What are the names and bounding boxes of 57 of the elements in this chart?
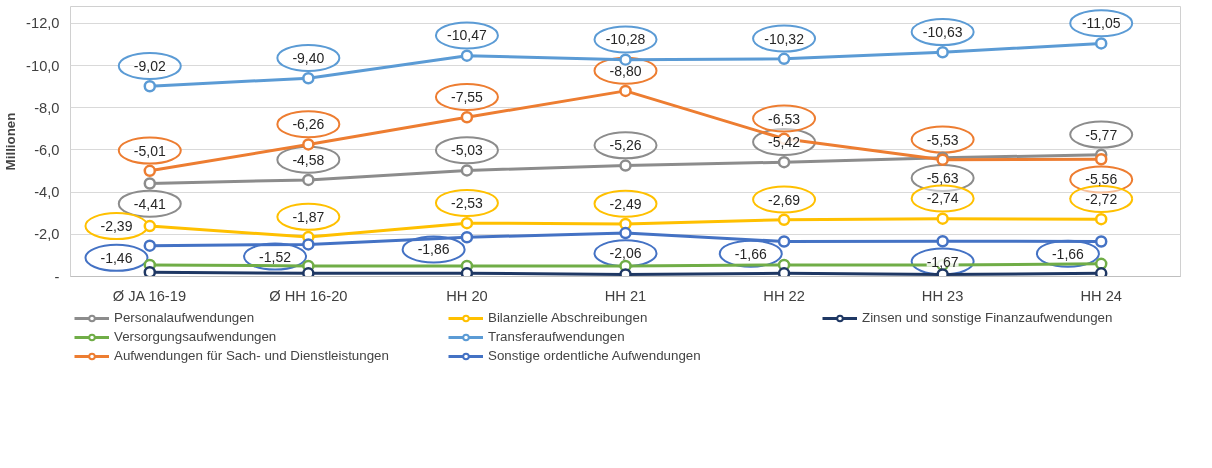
x-tick-label: HH 24: [1080, 287, 1122, 304]
data-label: -2,53: [450, 194, 484, 211]
data-label: -5,56: [1085, 171, 1118, 188]
data-label: -2,06: [609, 245, 642, 262]
y-tick-label: -: [54, 268, 60, 285]
data-label: -10,32: [764, 30, 805, 47]
legend-label: Personalaufwendungen: [114, 310, 256, 325]
data-label: -1,86: [417, 241, 450, 258]
data-label: -2,74: [926, 190, 959, 207]
data-label: -5,26: [609, 137, 642, 154]
y-tick-label: -12,0: [26, 15, 60, 32]
data-label: -5,01: [133, 142, 166, 159]
y-tick-label: -10,0: [26, 57, 60, 74]
data-label: -4,58: [292, 151, 325, 168]
y-tick-label: -4,0: [34, 184, 60, 201]
legend-label: Sonstige ordentliche Aufwendungen: [488, 348, 702, 363]
data-label: -8,80: [609, 62, 642, 79]
data-label: -5,63: [926, 169, 959, 186]
data-label: -1,46: [100, 249, 133, 266]
data-label: -7,55: [450, 88, 484, 105]
data-label: -5,53: [926, 131, 959, 148]
data-label: -2,39: [100, 218, 133, 235]
data-label: -1,66: [734, 245, 767, 262]
legend-label: Transferaufwendungen: [488, 329, 626, 344]
data-label: -6,26: [292, 116, 325, 133]
y-axis-title: Millionen: [3, 112, 19, 171]
data-label: -5,77: [1085, 126, 1118, 143]
data-label: -6,53: [768, 110, 801, 127]
x-tick-label: HH 21: [604, 287, 647, 304]
data-label: -9,40: [292, 49, 325, 66]
data-label: -11,05: [1081, 15, 1121, 32]
x-tick-label: HH 20: [446, 287, 488, 304]
data-label: -10,47: [447, 27, 487, 44]
legend-label: Bilanzielle Abschreibungen: [488, 310, 649, 325]
data-label: -4,41: [133, 195, 166, 212]
data-label: -5,42: [768, 133, 801, 150]
x-tick-label: Ø HH 16-20: [269, 287, 348, 304]
data-label: -2,49: [609, 195, 642, 212]
legend-label: Zinsen und sonstige Finanzaufwendungen: [862, 310, 1114, 325]
data-label: -10,63: [922, 24, 963, 41]
y-tick-label: -2,0: [34, 226, 60, 243]
data-label: -2,69: [768, 191, 801, 208]
data-label: -2,72: [1085, 190, 1118, 207]
x-tick-label: HH 22: [763, 287, 805, 304]
data-label: -9,02: [133, 57, 166, 74]
data-label: -5,03: [450, 142, 484, 159]
y-tick-label: -6,0: [34, 141, 60, 158]
y-tick-label: -8,0: [34, 99, 60, 116]
data-label: -1,52: [259, 248, 292, 265]
x-tick-label: Ø JA 16-19: [112, 287, 187, 304]
data-label: -1,66: [1051, 245, 1085, 262]
data-label: -10,28: [605, 31, 646, 48]
legend-label: Aufwendungen für Sach- und Dienstleistungen: [114, 348, 390, 363]
data-label: -1,87: [292, 208, 325, 225]
data-label: -1,67: [926, 253, 959, 270]
x-tick-label: HH 23: [921, 287, 964, 304]
legend-label: Versorgungsaufwendungen: [114, 329, 278, 344]
